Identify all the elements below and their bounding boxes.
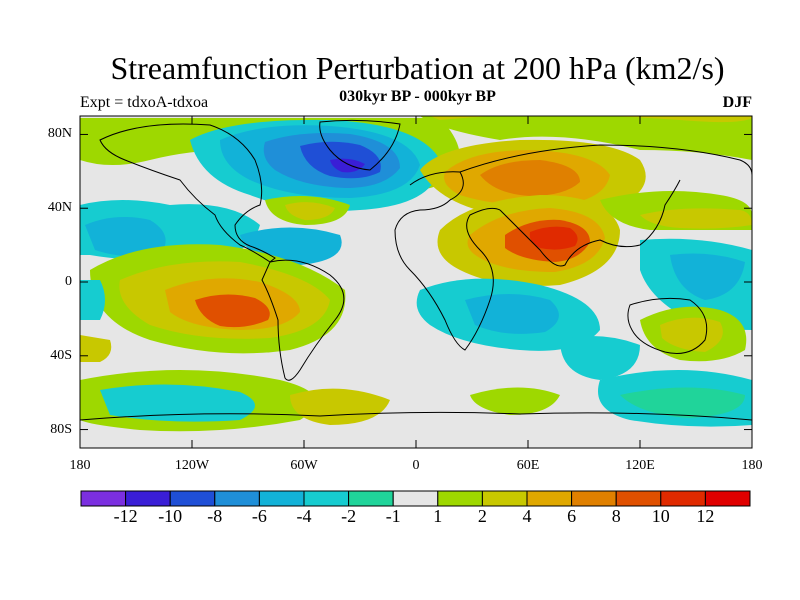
colorbar-label: -8 <box>207 506 223 526</box>
colorbar-label: 2 <box>477 506 487 526</box>
season-label: DJF <box>722 94 752 111</box>
map-frame <box>79 115 753 449</box>
colorbar-label: 8 <box>611 506 621 526</box>
colorbar-swatch <box>437 490 483 507</box>
colorbar-swatch <box>214 490 260 507</box>
colorbar-swatch <box>125 490 171 507</box>
lat-tick-label: 40S <box>50 347 72 363</box>
lon-tick-label: 180 <box>69 458 91 473</box>
lon-tick-label: 120E <box>625 458 655 473</box>
colorbar-label: 10 <box>651 506 670 526</box>
colorbar-swatch <box>169 490 216 507</box>
lon-tick-label: 60E <box>516 458 540 473</box>
colorbar-label: -1 <box>385 506 401 526</box>
colorbar-swatch <box>348 490 394 507</box>
figure-subtitle: 030kyr BP - 000kyr BP <box>339 88 496 105</box>
colorbar-swatch <box>615 490 662 507</box>
colorbar-label: -2 <box>341 506 357 526</box>
colorbar-swatch <box>571 490 617 507</box>
lon-tick-label: 0 <box>412 458 420 473</box>
colorbar-swatch <box>392 490 439 507</box>
colorbar-swatch <box>80 490 127 507</box>
coastlines <box>80 119 752 421</box>
greenland-coast <box>319 119 401 171</box>
lon-tick-label: 180 <box>741 458 763 473</box>
colorbar-swatch <box>660 490 706 507</box>
colorbar <box>80 490 751 507</box>
asia-coast <box>459 144 752 267</box>
streamfunction-field <box>80 116 752 448</box>
colorbar-swatch <box>526 490 573 507</box>
antarctica-coast <box>80 411 752 421</box>
experiment-label: Expt = tdxoA-tdxoa <box>80 94 209 111</box>
lon-tick-label: 120W <box>174 458 210 473</box>
lat-tick-label: 40N <box>47 200 72 216</box>
colorbar-label: 4 <box>522 506 532 526</box>
lat-tick-label: 80S <box>50 421 72 437</box>
lon-tick-label: 60W <box>290 458 318 473</box>
lat-tick-label: 0 <box>65 274 72 289</box>
colorbar-swatch <box>704 490 751 507</box>
colorbar-label: -6 <box>251 506 267 526</box>
north-america-coast <box>99 123 276 263</box>
lat-tick-label: 80N <box>47 126 72 142</box>
south-america-coast <box>261 259 345 381</box>
figure-title: Streamfunction Perturbation at 200 hPa (… <box>110 50 725 86</box>
colorbar-swatch <box>258 490 305 507</box>
colorbar-swatch <box>481 490 528 507</box>
colorbar-label: 1 <box>433 506 443 526</box>
colorbar-label: -12 <box>113 506 138 526</box>
colorbar-label: -4 <box>296 506 312 526</box>
colorbar-label: 12 <box>696 506 715 526</box>
colorbar-label: -10 <box>158 506 183 526</box>
australia-coast <box>627 297 708 354</box>
europe-africa-coast <box>394 171 501 351</box>
colorbar-swatch <box>303 490 350 507</box>
colorbar-label: 6 <box>567 506 577 526</box>
